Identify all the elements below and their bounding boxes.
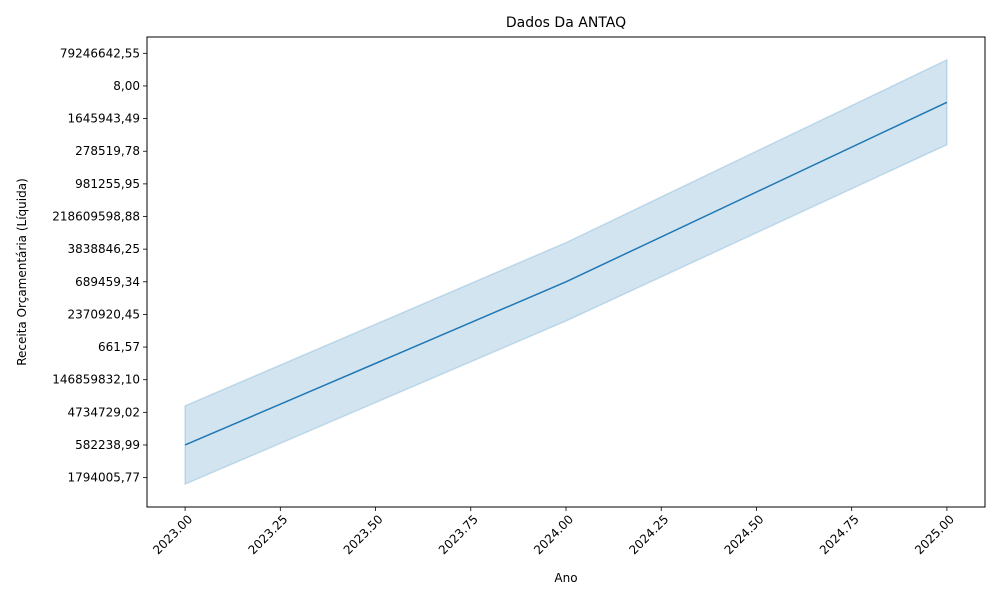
y-tick-label: 1645943,49: [67, 112, 140, 126]
y-tick-label: 4734729,02: [67, 405, 140, 419]
y-tick-label: 79246642,55: [60, 46, 140, 60]
y-tick-label: 582238,99: [75, 438, 140, 452]
y-tick-label: 661,57: [98, 340, 140, 354]
confidence-band: [184, 58, 948, 486]
chart-title: Dados Da ANTAQ: [506, 15, 626, 31]
y-axis-label: Receita Orçamentária (Líquida): [15, 178, 29, 366]
y-axis-ticks: 1794005,77 582238,99 4734729,02 146859832,1…: [52, 46, 147, 485]
y-tick-label: 278519,78: [75, 144, 140, 158]
y-tick-label: 146859832,10: [52, 373, 140, 387]
series-line-layer: [184, 101, 948, 446]
y-tick-label: 218609598,88: [52, 210, 140, 224]
y-tick-label: 2370920,45: [67, 307, 140, 321]
confidence-band-layer: [184, 58, 948, 486]
y-tick-label: 689459,34: [75, 275, 140, 289]
y-tick-label: 1794005,77: [67, 471, 140, 485]
y-tick-label: 8,00: [113, 79, 140, 93]
x-axis-label: Ano: [554, 571, 577, 585]
y-tick-label: 3838846,25: [67, 242, 140, 256]
y-tick-label: 981255,95: [75, 177, 140, 191]
